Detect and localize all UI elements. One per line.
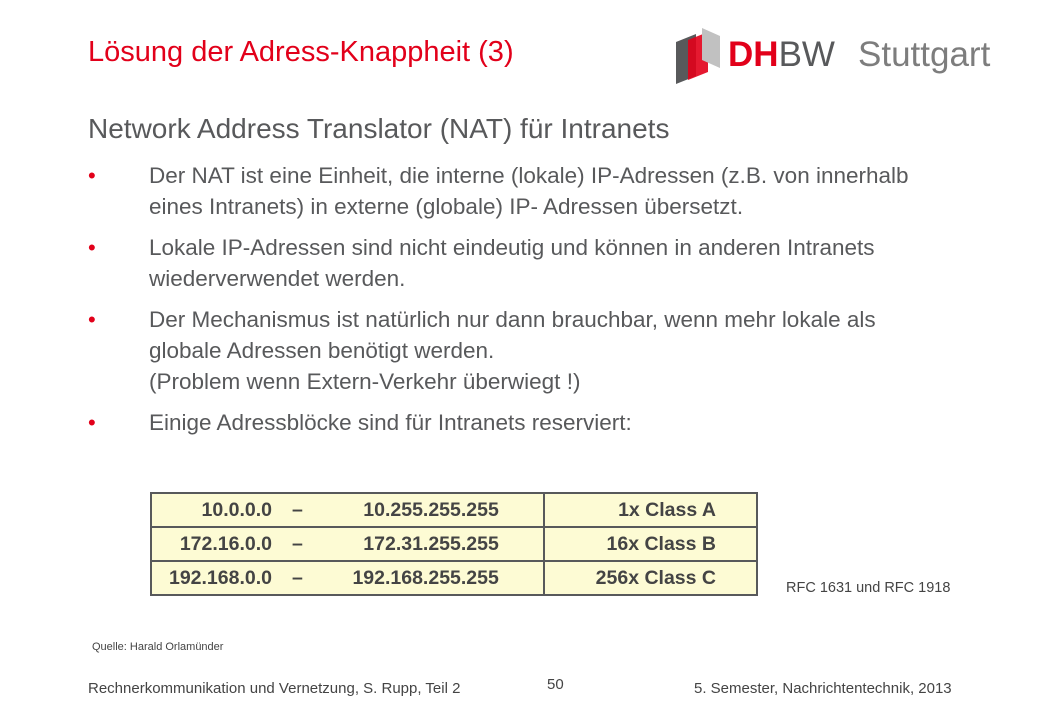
dhbw-wordmark: DHBW bbox=[728, 35, 835, 74]
address-range-cell: 192.168.0.0 – 192.168.255.255 bbox=[150, 560, 545, 596]
range-sep: – bbox=[291, 566, 303, 589]
bullet-text: Lokale IP-Adressen sind nicht eindeutig … bbox=[149, 235, 875, 291]
bullet-text: Einige Adressblöcke sind für Intranets r… bbox=[149, 410, 632, 435]
range-sep: – bbox=[291, 498, 303, 521]
bullet-item: • Einige Adressblöcke sind für Intranets… bbox=[88, 407, 948, 438]
dhbw-city: Stuttgart bbox=[858, 35, 991, 74]
table-row: 10.0.0.0 – 10.255.255.255 1x Class A bbox=[150, 492, 759, 528]
bullet-item: • Der NAT ist eine Einheit, die interne … bbox=[88, 160, 948, 222]
bullet-item: • Lokale IP-Adressen sind nicht eindeuti… bbox=[88, 232, 948, 294]
bullet-list: • Der NAT ist eine Einheit, die interne … bbox=[88, 160, 948, 448]
address-range-cell: 10.0.0.0 – 10.255.255.255 bbox=[150, 492, 545, 528]
table-row: 172.16.0.0 – 172.31.255.255 16x Class B bbox=[150, 526, 759, 562]
bullet-marker: • bbox=[88, 163, 96, 188]
slide-subtitle: Network Address Translator (NAT) für Int… bbox=[88, 113, 670, 144]
range-end: 10.255.255.255 bbox=[363, 498, 499, 521]
bullet-marker: • bbox=[88, 410, 96, 435]
range-start: 10.0.0.0 bbox=[201, 498, 272, 521]
dhbw-logo: DHBW Stuttgart bbox=[672, 28, 992, 84]
address-range-cell: 172.16.0.0 – 172.31.255.255 bbox=[150, 526, 545, 562]
range-end: 172.31.255.255 bbox=[363, 532, 499, 555]
class-cell: 256x Class C bbox=[542, 560, 759, 596]
bullet-marker: • bbox=[88, 307, 96, 332]
range-start: 172.16.0.0 bbox=[179, 532, 272, 555]
bullet-text: Der Mechanismus ist natürlich nur dann b… bbox=[149, 307, 876, 363]
range-end: 192.168.255.255 bbox=[352, 566, 499, 589]
table-row: 192.168.0.0 – 192.168.255.255 256x Class… bbox=[150, 560, 759, 596]
bullet-text-note: (Problem wenn Extern-Verkehr überwiegt !… bbox=[149, 369, 581, 394]
slide-title: Lösung der Adress-Knappheit (3) bbox=[88, 36, 514, 68]
footer-course: Rechnerkommunikation und Vernetzung, S. … bbox=[88, 680, 461, 697]
dhbw-logo-mark-icon bbox=[676, 28, 720, 84]
rfc-note: RFC 1631 und RFC 1918 bbox=[786, 580, 951, 596]
range-sep: – bbox=[291, 532, 303, 555]
class-cell: 16x Class B bbox=[542, 526, 759, 562]
bullet-item: • Der Mechanismus ist natürlich nur dann… bbox=[88, 304, 948, 397]
reserved-address-table: 10.0.0.0 – 10.255.255.255 1x Class A 172… bbox=[150, 492, 759, 596]
bullet-text: Der NAT ist eine Einheit, die interne (l… bbox=[149, 163, 909, 219]
source-note: Quelle: Harald Orlamünder bbox=[92, 641, 224, 653]
class-cell: 1x Class A bbox=[542, 492, 759, 528]
page-number: 50 bbox=[547, 676, 564, 693]
bullet-marker: • bbox=[88, 235, 96, 260]
footer-semester: 5. Semester, Nachrichtentechnik, 2013 bbox=[694, 680, 952, 697]
range-start: 192.168.0.0 bbox=[168, 566, 272, 589]
